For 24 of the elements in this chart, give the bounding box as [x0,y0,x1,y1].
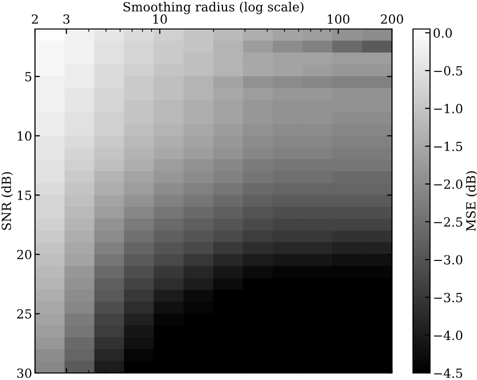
color-bar-label: −3.5 [434,292,462,302]
color-bar-label: −0.5 [434,66,462,76]
x-tick-label: 10 [153,14,167,24]
color-bar-label: −1.5 [434,142,462,152]
x-tick-label: 3 [63,14,70,24]
x-axis-title: Smoothing radius (log scale) [124,2,304,14]
color-bar-label: −1.0 [434,104,462,114]
color-bar-label: 0.0 [434,28,452,38]
y-axis-title: SNR (dB) [1,172,13,230]
y-tick-label: 20 [17,250,32,260]
color-bar-label: −3.0 [434,255,462,265]
color-bar-label: −4.0 [434,330,462,340]
color-bar-label: −2.0 [434,179,462,189]
y-tick-label: 10 [18,131,32,141]
x-tick-label: 200 [380,14,404,24]
color-bar-label: −4.5 [434,368,462,378]
y-tick-label: 25 [17,309,32,319]
y-tick-label: 5 [25,72,32,82]
y-tick-label: 15 [18,190,32,200]
y-tick-label: 30 [17,368,32,378]
x-tick-label: 100 [328,14,350,24]
color-bar-label: −2.5 [434,217,462,227]
x-tick-label: 2 [32,14,38,24]
color-bar-title: MSE (dB) [466,171,477,232]
